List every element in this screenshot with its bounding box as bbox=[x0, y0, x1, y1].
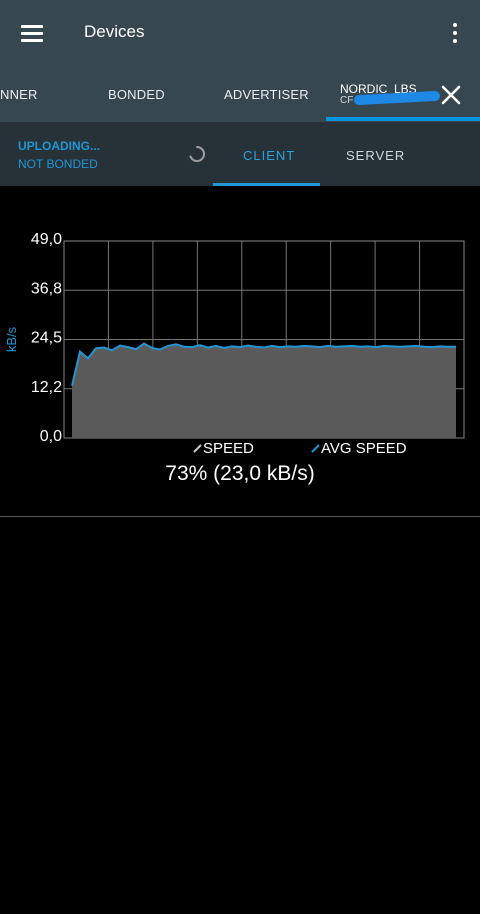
active-tab-indicator bbox=[326, 117, 480, 121]
divider bbox=[0, 516, 480, 517]
y-tick-label: 49,0 bbox=[31, 231, 62, 248]
tab-bar: NNER BONDED ADVERTISER NORDIC_LBS CF bbox=[0, 66, 480, 122]
y-tick-label: 36,8 bbox=[31, 280, 62, 297]
y-tick-label: 0,0 bbox=[40, 428, 62, 445]
close-icon[interactable] bbox=[438, 82, 464, 108]
page-title: Devices bbox=[84, 22, 145, 41]
legend-avg-speed-swatch bbox=[311, 444, 320, 453]
speed-chart-svg: 0,0 12,2 24,5 36,8 49,0 kB/s SPEED AVG SPEED bbox=[4, 231, 465, 456]
y-tick-label: 24,5 bbox=[31, 330, 62, 347]
speed-series-area bbox=[72, 343, 456, 438]
hamburger-menu-icon[interactable] bbox=[10, 13, 54, 53]
legend-speed-swatch bbox=[193, 444, 202, 453]
app-bar: Devices bbox=[0, 0, 480, 66]
y-tick-label: 12,2 bbox=[31, 379, 62, 396]
legend-avg-speed-label: AVG SPEED bbox=[321, 440, 407, 456]
tab-client[interactable]: CLIENT bbox=[243, 148, 296, 163]
speed-chart: 0,0 12,2 24,5 36,8 49,0 kB/s SPEED AVG SPEED 73… bbox=[0, 186, 480, 516]
spinner-icon bbox=[188, 145, 206, 163]
tab-bonded[interactable]: BONDED bbox=[108, 87, 165, 102]
device-address: CF bbox=[340, 95, 354, 106]
tab-advertiser[interactable]: ADVERTISER bbox=[224, 87, 309, 102]
legend-speed-label: SPEED bbox=[203, 440, 254, 456]
bond-status: NOT BONDED bbox=[18, 157, 98, 171]
more-vert-icon[interactable] bbox=[440, 14, 470, 54]
connection-status-bar: UPLOADING... NOT BONDED CLIENT SERVER bbox=[0, 122, 480, 186]
connection-status: UPLOADING... bbox=[18, 139, 101, 153]
upload-progress-text: 73% (23,0 kB/s) bbox=[165, 462, 315, 485]
avg-speed-series-line bbox=[71, 342, 456, 386]
y-axis-label: kB/s bbox=[4, 326, 19, 352]
tab-server[interactable]: SERVER bbox=[346, 148, 406, 163]
client-tab-indicator bbox=[213, 183, 320, 186]
tab-scanner[interactable]: NNER bbox=[0, 87, 38, 102]
